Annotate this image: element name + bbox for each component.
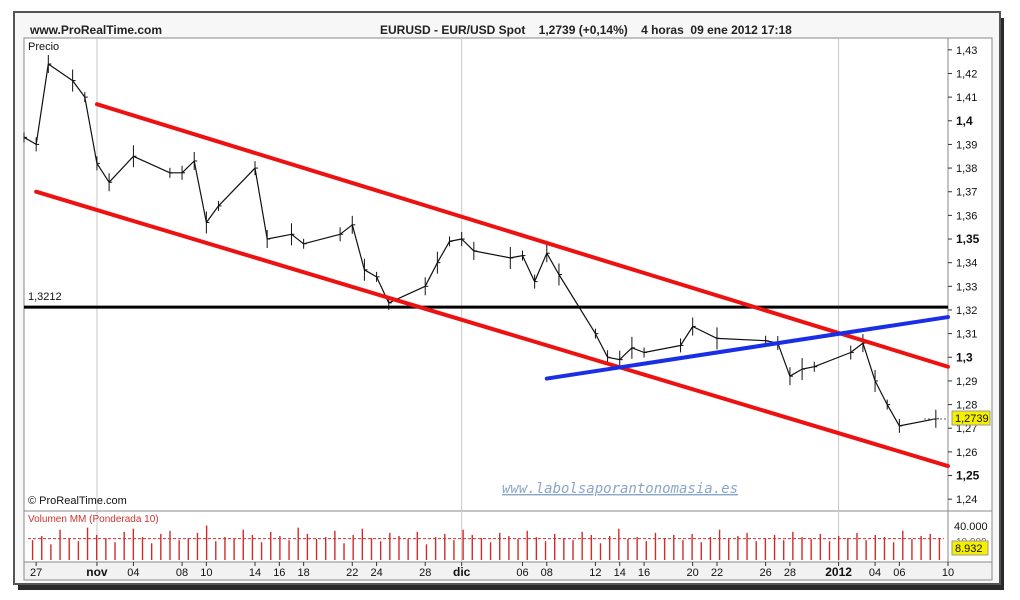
x-tick-label: 27 xyxy=(30,567,42,579)
volume-panel-label: Volumen MM (Ponderada 10) xyxy=(28,514,159,525)
y-tick-label: 1,32 xyxy=(956,305,977,317)
uptrend-line xyxy=(544,315,950,381)
y-tick-label: 1,33 xyxy=(956,281,977,293)
price-value-text: 1,2739 xyxy=(955,413,989,425)
copyright-label: © ProRealTime.com xyxy=(28,495,127,507)
date-axis-ticks: 27 nov 04 08 10 14 16 18 22 24 28 dic 06 08 12 14 16 20 22… xyxy=(30,562,954,579)
price-panel xyxy=(23,37,949,512)
x-tick-label: 08 xyxy=(176,567,188,579)
y-tick-label: 1,24 xyxy=(956,494,977,506)
instrument-info: EURUSD - EUR/USD Spot 1,2739 (+0,14%) 4 … xyxy=(380,23,792,37)
support-level-label: 1,3212 xyxy=(28,291,62,303)
x-tick-label: 08 xyxy=(541,567,553,579)
y-tick-label: 1,26 xyxy=(956,447,977,459)
price-panel-label: Precio xyxy=(28,41,59,53)
x-tick-label: 28 xyxy=(784,567,796,579)
y-tick-label: 1,39 xyxy=(956,139,977,151)
channel-upper-line xyxy=(94,102,950,369)
x-tick-label: 16 xyxy=(638,567,650,579)
y-tick-label: 1,25 xyxy=(956,469,980,483)
x-tick-label: 06 xyxy=(893,567,905,579)
date-axis-area xyxy=(23,561,993,581)
x-tick-label: 12 xyxy=(589,567,601,579)
price-axis-area xyxy=(947,37,993,512)
y-tick-label: 1,31 xyxy=(956,329,977,341)
x-tick-label: 14 xyxy=(249,567,261,579)
watermark[interactable]: www.labolsaporantonomasia.es xyxy=(502,481,738,497)
x-tick-label: 2012 xyxy=(825,565,852,579)
y-tick-label: 1,27 xyxy=(956,423,977,435)
x-tick-label: 20 xyxy=(687,567,699,579)
x-tick-label: 28 xyxy=(419,567,431,579)
y-tick-label: 1,35 xyxy=(956,232,980,246)
site-label[interactable]: www.ProRealTime.com xyxy=(30,23,163,37)
x-tick-label: 22 xyxy=(711,567,723,579)
x-tick-label: 24 xyxy=(370,567,382,579)
y-tick-label: 1,38 xyxy=(956,163,977,175)
volume-value-tag xyxy=(951,540,989,556)
y-tick-label: 1,29 xyxy=(956,376,977,388)
x-tick-label: 10 xyxy=(200,567,212,579)
x-tick-label: 04 xyxy=(127,567,139,579)
volume-panel xyxy=(23,510,949,563)
trendlines xyxy=(24,102,950,469)
x-tick-label: 22 xyxy=(346,567,358,579)
x-tick-label: 10 xyxy=(942,567,954,579)
x-tick-label: 06 xyxy=(516,567,528,579)
y-tick-label: 1,41 xyxy=(956,92,977,104)
y-tick-label: 1,36 xyxy=(956,210,977,222)
x-tick-label: dic xyxy=(453,565,471,579)
y-tick-label: 1,4 xyxy=(956,114,973,128)
volume-bars xyxy=(28,525,944,560)
y-tick-label: 1,34 xyxy=(956,258,977,270)
y-tick-label: 1,42 xyxy=(956,68,977,80)
volume-value-text: 8.932 xyxy=(955,543,983,555)
x-tick-label: 04 xyxy=(869,567,881,579)
chart-header: www.ProRealTime.com EURUSD - EUR/USD Spo… xyxy=(24,22,948,38)
channel-lower-line xyxy=(34,189,950,469)
y-tick-label: 1,28 xyxy=(956,400,977,412)
x-tick-label: 18 xyxy=(298,567,310,579)
x-tick-label: 14 xyxy=(614,567,626,579)
y-tick-label: 1,43 xyxy=(956,45,977,57)
x-tick-label: 26 xyxy=(760,567,772,579)
volume-top-tick: 40.000 xyxy=(954,521,988,533)
price-axis-ticks: 1,43 1,42 1,41 1,4 1,39 1,38 1,37 1,36 1,35 1,34 1… xyxy=(948,45,980,506)
x-tick-label: 16 xyxy=(273,567,285,579)
price-value-tag xyxy=(951,410,991,426)
price-bars xyxy=(23,55,939,433)
y-tick-label: 1,37 xyxy=(956,187,977,199)
y-tick-label: 1,3 xyxy=(956,350,973,364)
x-tick-label: nov xyxy=(86,565,108,579)
month-gridlines xyxy=(96,38,840,562)
